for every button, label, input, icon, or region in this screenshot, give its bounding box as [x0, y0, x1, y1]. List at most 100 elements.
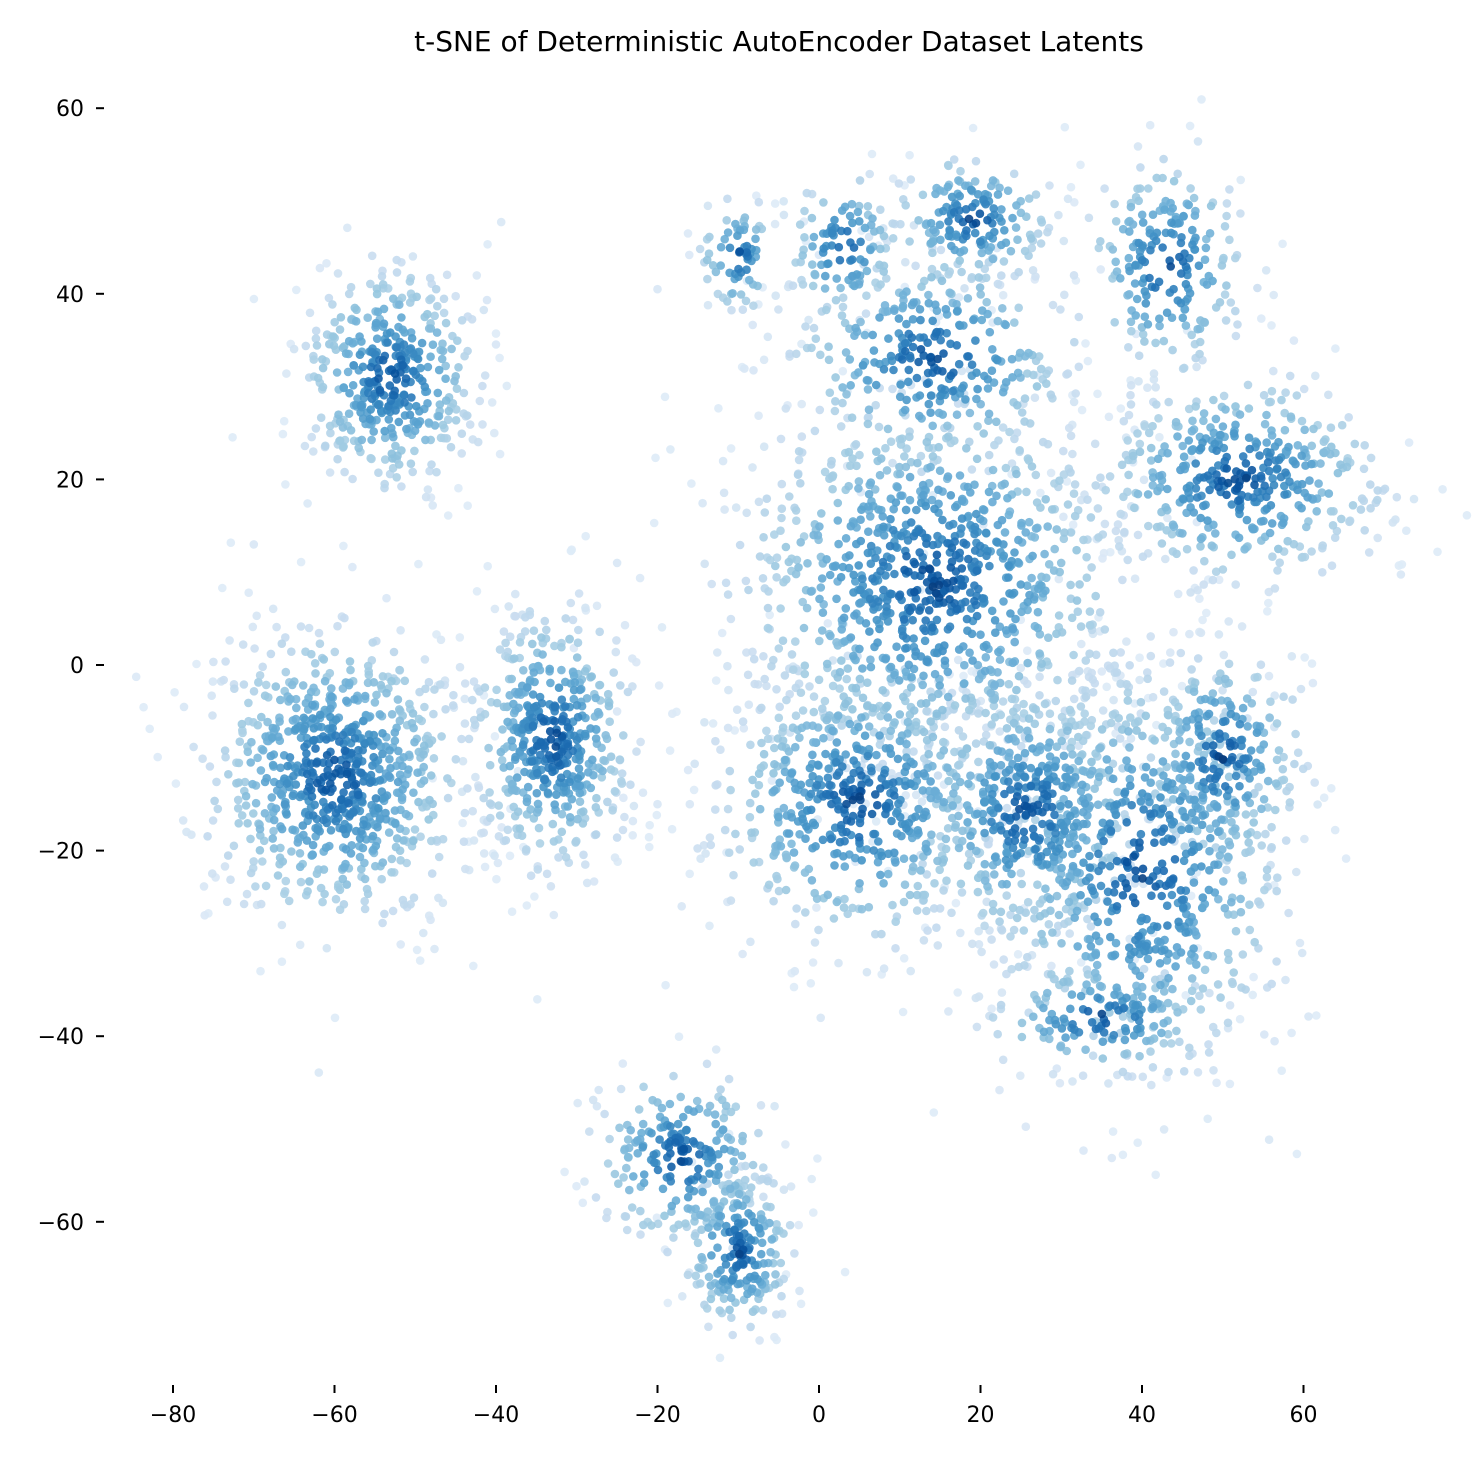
data-point: [843, 664, 853, 673]
data-point: [846, 381, 855, 390]
data-point: [828, 562, 838, 571]
data-point: [461, 864, 470, 874]
data-point: [582, 878, 592, 888]
data-point: [1402, 526, 1411, 535]
data-point: [987, 720, 996, 729]
data-point: [1270, 1036, 1279, 1046]
data-point: [1265, 713, 1274, 722]
data-point: [776, 1258, 786, 1268]
data-point: [179, 702, 189, 712]
data-point: [866, 655, 875, 664]
data-point: [398, 761, 407, 771]
data-point: [597, 773, 607, 782]
data-point: [878, 512, 887, 521]
data-point: [1028, 744, 1037, 753]
data-point: [1297, 948, 1307, 958]
data-point: [588, 1095, 598, 1105]
data-point: [192, 659, 201, 669]
data-point: [919, 769, 928, 778]
data-point: [840, 637, 849, 646]
data-point: [834, 958, 843, 968]
data-point: [955, 471, 965, 480]
data-point: [809, 1208, 818, 1217]
data-point: [696, 1210, 705, 1220]
data-point: [972, 454, 982, 464]
data-point: [288, 825, 297, 834]
data-point: [932, 923, 941, 932]
data-point: [653, 1219, 663, 1229]
data-point: [1104, 412, 1114, 422]
data-point: [1155, 483, 1165, 492]
data-point: [1149, 1021, 1159, 1031]
data-point: [565, 813, 575, 822]
data-point: [604, 701, 614, 711]
data-point: [414, 797, 423, 807]
data-point: [817, 626, 827, 635]
data-point: [251, 882, 260, 891]
data-point: [1159, 154, 1168, 164]
data-point: [1035, 742, 1045, 751]
data-point: [392, 268, 402, 277]
data-point: [830, 406, 840, 416]
data-point: [1157, 539, 1167, 548]
data-point: [977, 947, 986, 957]
data-point: [1300, 653, 1309, 662]
data-point: [315, 639, 325, 648]
data-point: [410, 825, 420, 834]
data-point: [939, 737, 948, 747]
data-point: [696, 1279, 705, 1288]
data-point: [1078, 833, 1087, 842]
data-point: [1272, 957, 1281, 966]
data-point: [756, 1249, 766, 1259]
data-point: [1125, 227, 1134, 236]
data-point: [798, 280, 808, 289]
data-point: [698, 1187, 707, 1197]
data-point: [1010, 434, 1019, 444]
data-point: [423, 362, 433, 372]
data-point: [485, 799, 495, 808]
data-point: [1071, 389, 1080, 398]
data-point: [1077, 750, 1087, 759]
data-point: [1141, 711, 1151, 721]
data-point: [501, 836, 511, 845]
data-point: [818, 704, 827, 713]
data-point: [977, 248, 987, 258]
data-point: [575, 781, 585, 791]
data-point: [397, 482, 406, 491]
data-point: [557, 809, 567, 819]
data-point: [747, 828, 756, 837]
data-point: [978, 908, 988, 918]
data-point: [1179, 1067, 1189, 1076]
data-point: [763, 332, 773, 342]
data-point: [999, 597, 1008, 606]
data-point: [994, 647, 1003, 657]
data-point: [1098, 554, 1107, 563]
data-point: [1091, 931, 1101, 940]
data-point: [1307, 441, 1317, 451]
data-point: [926, 793, 936, 803]
data-point: [1161, 783, 1171, 792]
data-point: [234, 819, 243, 828]
data-point: [513, 766, 523, 776]
data-point: [1262, 865, 1272, 874]
data-point: [1024, 194, 1034, 203]
data-point: [341, 845, 351, 854]
data-point: [1096, 265, 1105, 274]
data-point: [1051, 696, 1061, 706]
data-point: [899, 692, 908, 702]
data-point: [1070, 511, 1080, 521]
data-point: [1151, 338, 1160, 348]
data-point: [1279, 518, 1288, 528]
data-point: [1015, 905, 1024, 915]
data-point: [1008, 624, 1018, 634]
data-point: [1222, 199, 1232, 208]
data-point: [1104, 1079, 1113, 1088]
data-point: [1185, 795, 1195, 804]
data-point: [1280, 425, 1290, 435]
data-point: [1292, 1149, 1302, 1159]
data-point: [492, 685, 501, 695]
data-point: [1015, 446, 1024, 455]
data-point: [307, 432, 317, 442]
data-point: [716, 242, 726, 252]
data-point: [899, 954, 909, 963]
